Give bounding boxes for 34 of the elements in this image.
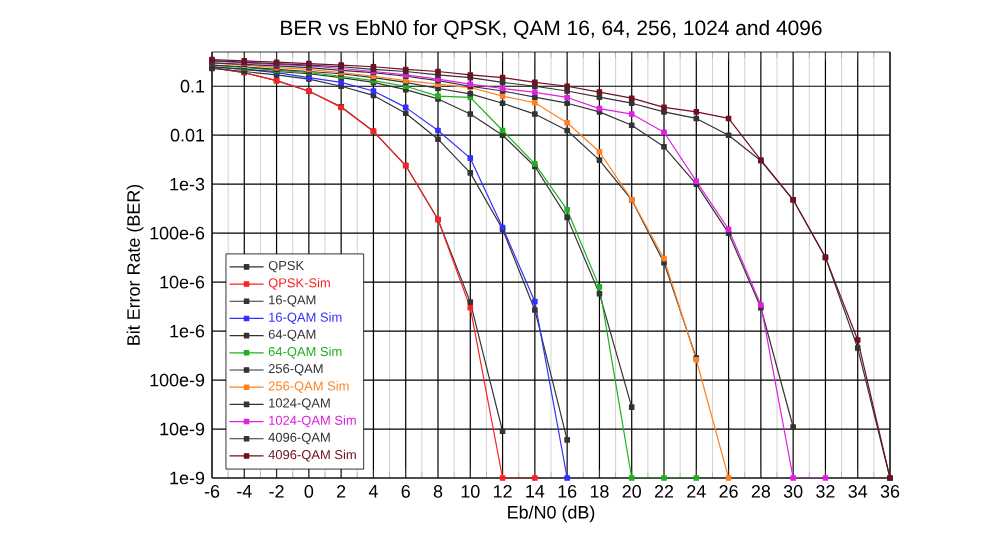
y-tick-label: 0.1: [180, 79, 205, 93]
y-tick-label: 1e-3: [170, 177, 205, 191]
x-tick-label: 4: [368, 485, 378, 498]
x-tick-label: -2: [269, 485, 284, 498]
x-tick-label: 2: [337, 485, 346, 498]
x-tick-label: 12: [493, 485, 512, 498]
x-tick-label: 18: [590, 485, 609, 498]
x-tick-label: -6: [204, 485, 220, 498]
y-tick-label: 100e-9: [150, 373, 205, 387]
y-tick-label: 0.01: [170, 128, 205, 142]
y-tick-label: 1e-9: [170, 471, 205, 485]
y-tick-label: 100e-6: [150, 226, 205, 240]
chart-title: BER vs EbN0 for QPSK, QAM 16, 64, 256, 1024 and 4096: [281, 19, 822, 39]
y-tick-label: 10e-6: [160, 275, 205, 289]
x-axis-title: Eb/N0 (dB): [508, 505, 595, 523]
x-tick-label: 14: [526, 485, 545, 498]
x-tick-label: 8: [433, 485, 443, 498]
x-tick-label: 26: [719, 485, 738, 498]
x-tick-label: 0: [304, 485, 314, 498]
x-tick-label: 36: [880, 485, 900, 498]
y-tick-label: 10e-9: [160, 422, 205, 436]
x-tick-label: 34: [848, 485, 868, 498]
x-tick-label: 20: [622, 485, 641, 498]
y-tick-label: 1e-6: [170, 324, 205, 338]
x-tick-label: 32: [816, 485, 835, 498]
x-tick-label: 16: [558, 485, 577, 498]
x-tick-label: 22: [654, 485, 674, 498]
x-tick-label: 10: [461, 485, 480, 498]
x-tick-label: 6: [401, 485, 410, 498]
x-tick-label: 30: [783, 485, 803, 498]
y-axis-title: Bit Error Rate (BER): [126, 184, 144, 345]
x-tick-label: -4: [237, 485, 252, 498]
x-tick-label: 24: [687, 485, 706, 498]
x-tick-label: 28: [751, 485, 771, 498]
